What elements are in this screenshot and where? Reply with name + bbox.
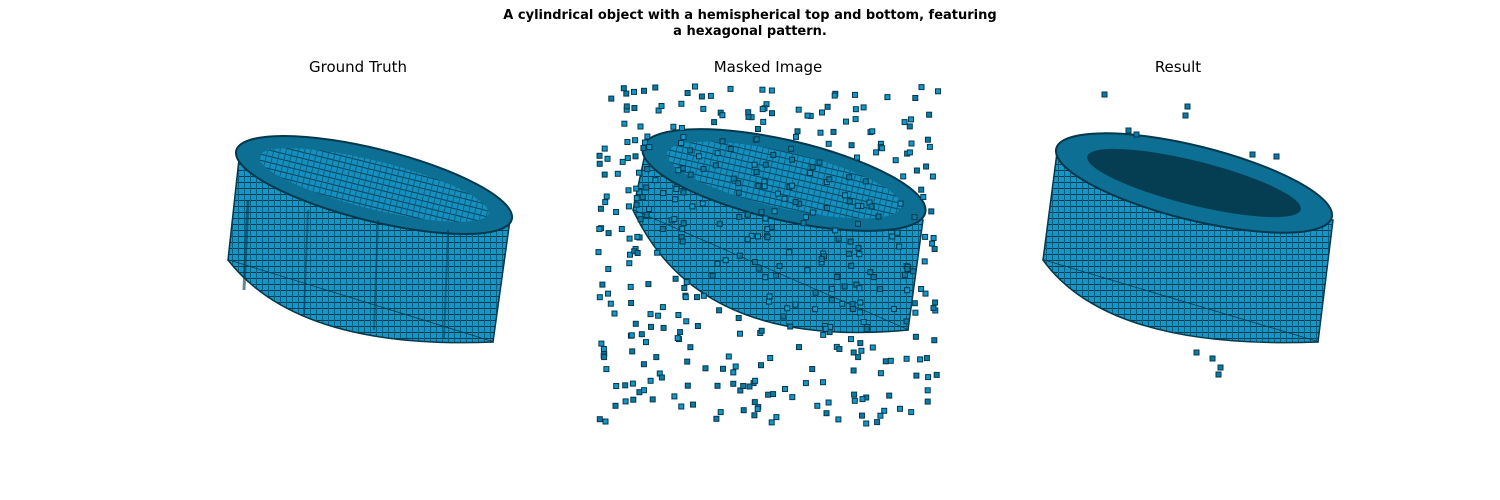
panel-result: Result bbox=[998, 58, 1358, 438]
panel-title-masked-image: Masked Image bbox=[713, 58, 823, 76]
panel-ground-truth: Ground Truth bbox=[178, 58, 538, 438]
result-voxel-render bbox=[1042, 91, 1334, 378]
panel-masked-image: Masked Image bbox=[588, 58, 948, 438]
panel-title-result: Result bbox=[1154, 58, 1202, 76]
ground-truth-voxel-render bbox=[227, 135, 514, 344]
figure-title-line-2: a hexagonal pattern. bbox=[673, 24, 827, 39]
figure-title-line-1: A cylindrical object with a hemispherica… bbox=[503, 8, 997, 23]
figure-title: A cylindrical object with a hemispherica… bbox=[0, 8, 1500, 40]
panel-title-ground-truth: Ground Truth bbox=[309, 58, 407, 76]
masked-image-voxel-render bbox=[595, 83, 941, 427]
